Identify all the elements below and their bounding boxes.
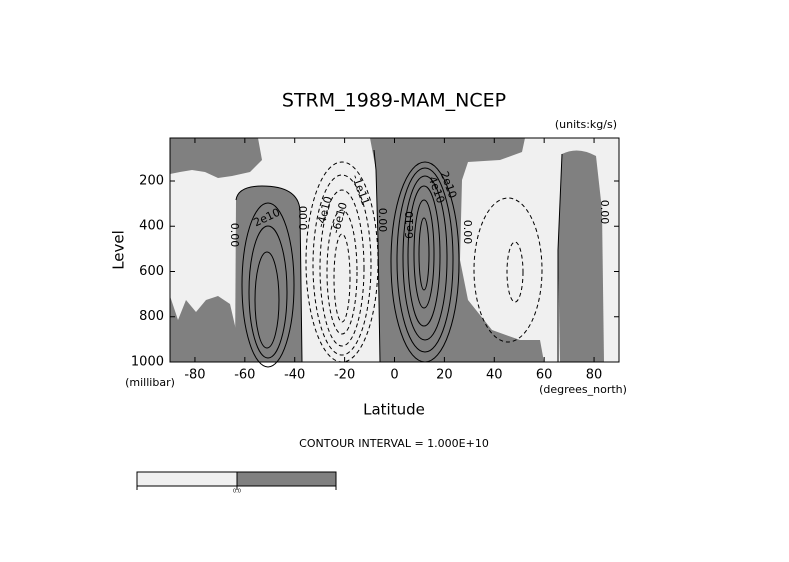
contour-label: 0.00 <box>376 208 389 233</box>
contour-label: 0.00 <box>228 223 241 248</box>
x-tick-label: 20 <box>436 368 453 383</box>
chart-title: STRM_1989-MAM_NCEP <box>282 90 506 112</box>
contours <box>235 149 563 368</box>
colorbar-positive <box>236 471 337 487</box>
contour-label: 0.00 <box>297 206 310 231</box>
contour-interval-note: CONTOUR INTERVAL = 1.000E+10 <box>299 437 489 450</box>
contour-label: 6e10 <box>403 211 416 239</box>
y-tick-label: 1000 <box>131 355 164 370</box>
y-tick-label: 600 <box>139 264 164 279</box>
x-axis-label: Latitude <box>363 401 425 419</box>
y-tick-label: 800 <box>139 309 164 324</box>
colorbar: 0.0 <box>136 471 337 495</box>
plot-area: 0.00 2e10 0.00 -4e10 -6e10 -1e11 0.00 6e… <box>169 137 620 368</box>
positive-fill <box>170 138 604 362</box>
x-tick-label: -40 <box>284 368 305 383</box>
x-tick-label: -60 <box>234 368 255 383</box>
y-tick-label: 400 <box>139 219 164 234</box>
colorbar-label: 0.0 <box>233 489 241 495</box>
y-tick-label: 200 <box>139 173 164 188</box>
colorbar-negative <box>136 471 238 487</box>
y-axis-label: Level <box>110 230 128 270</box>
y-axis-unit: (millibar) <box>125 376 175 389</box>
x-tick-label: 60 <box>536 368 553 383</box>
x-axis-unit: (degrees_north) <box>539 383 627 396</box>
x-tick-label: -20 <box>334 368 355 383</box>
x-tick-label: 0 <box>390 368 398 383</box>
x-tick-label: -80 <box>184 368 205 383</box>
contour-label: 0.00 <box>598 200 611 225</box>
units-label: (units:kg/s) <box>555 118 617 131</box>
contour-label: 0.00 <box>461 220 474 245</box>
x-tick-label: 40 <box>486 368 503 383</box>
x-tick-label: 80 <box>586 368 603 383</box>
